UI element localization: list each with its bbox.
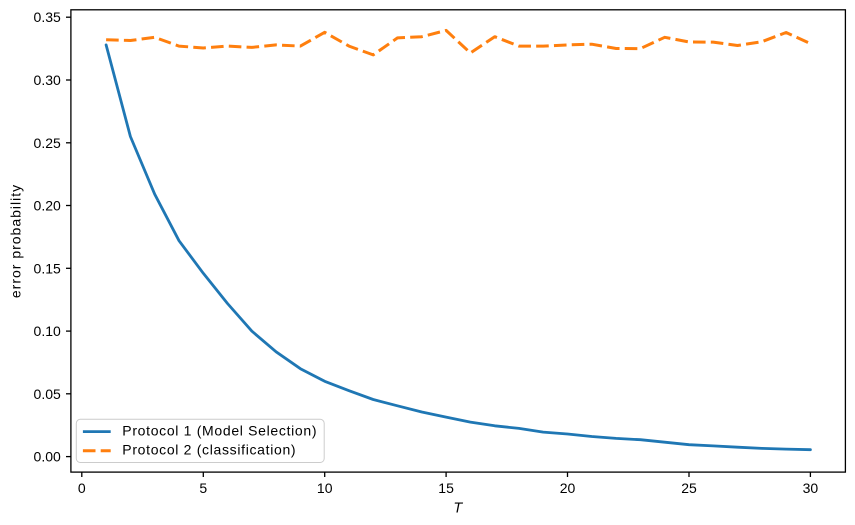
svg-text:0.15: 0.15 xyxy=(34,260,61,276)
svg-text:20: 20 xyxy=(560,480,576,496)
svg-text:5: 5 xyxy=(199,480,207,496)
svg-text:T: T xyxy=(453,501,463,517)
svg-text:Protocol 2 (classification): Protocol 2 (classification) xyxy=(122,442,296,458)
svg-text:0: 0 xyxy=(78,480,86,496)
svg-text:0.00: 0.00 xyxy=(34,449,61,465)
svg-text:0.35: 0.35 xyxy=(34,9,61,25)
svg-text:0.25: 0.25 xyxy=(34,135,61,151)
svg-text:0.20: 0.20 xyxy=(34,198,61,214)
svg-text:error probability: error probability xyxy=(8,184,24,298)
svg-text:15: 15 xyxy=(438,480,454,496)
svg-text:30: 30 xyxy=(803,480,819,496)
svg-text:10: 10 xyxy=(317,480,333,496)
svg-text:0.05: 0.05 xyxy=(34,386,61,402)
svg-text:0.30: 0.30 xyxy=(34,72,61,88)
svg-text:0.10: 0.10 xyxy=(34,323,61,339)
svg-text:Protocol 1 (Model Selection): Protocol 1 (Model Selection) xyxy=(122,422,317,438)
svg-text:25: 25 xyxy=(681,480,697,496)
